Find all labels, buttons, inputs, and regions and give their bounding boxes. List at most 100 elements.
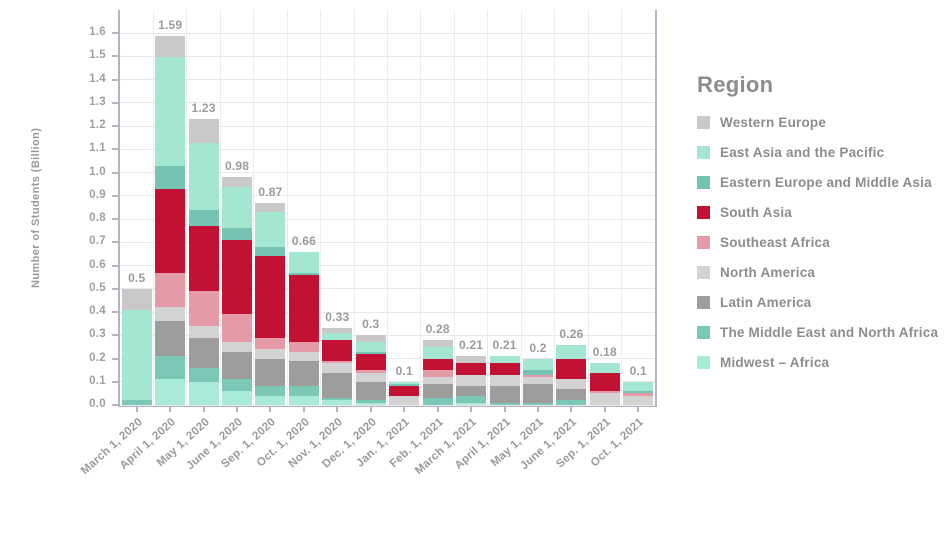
bar-segment[interactable] xyxy=(355,372,386,382)
bar-segment[interactable] xyxy=(489,386,520,403)
bar-segment[interactable] xyxy=(288,342,319,352)
legend-item[interactable]: Latin America xyxy=(697,295,938,310)
bar-segment[interactable] xyxy=(222,177,253,187)
bar-segment[interactable] xyxy=(522,358,553,371)
bar-segment[interactable] xyxy=(255,337,286,350)
bar-segment[interactable] xyxy=(389,381,420,385)
bar-segment[interactable] xyxy=(589,391,620,394)
bar-segment[interactable] xyxy=(288,274,319,343)
bar-segment[interactable] xyxy=(489,402,520,405)
bar-segment[interactable] xyxy=(556,379,587,389)
bar-segment[interactable] xyxy=(322,400,353,405)
bar-segment[interactable] xyxy=(389,395,420,405)
legend-item[interactable]: The Middle East and North Africa xyxy=(697,325,938,340)
bar-segment[interactable] xyxy=(589,363,620,373)
bar-segment[interactable] xyxy=(188,326,219,338)
bar-segment[interactable] xyxy=(222,240,253,315)
bar-segment[interactable] xyxy=(288,251,319,273)
bar-segment[interactable] xyxy=(255,202,286,213)
legend-item[interactable]: East Asia and the Pacific xyxy=(697,145,938,160)
bar-segment[interactable] xyxy=(355,402,386,405)
bar-segment[interactable] xyxy=(255,349,286,359)
legend-item[interactable]: Southeast Africa xyxy=(697,235,938,250)
bar-segment[interactable] xyxy=(255,256,286,338)
bar-segment[interactable] xyxy=(322,340,353,361)
bar-segment[interactable] xyxy=(522,384,553,403)
bar-segment[interactable] xyxy=(522,402,553,405)
bar-segment[interactable] xyxy=(456,363,487,375)
bar-segment[interactable] xyxy=(222,186,253,229)
bar-segment[interactable] xyxy=(188,119,219,143)
bar-segment[interactable] xyxy=(355,335,386,343)
bar-segment[interactable] xyxy=(422,384,453,399)
bar-segment[interactable] xyxy=(589,372,620,392)
bar-segment[interactable] xyxy=(222,351,253,380)
bar-segment[interactable] xyxy=(456,402,487,405)
bar-segment[interactable] xyxy=(155,272,186,308)
bar-segment[interactable] xyxy=(255,395,286,405)
bar-segment[interactable] xyxy=(222,228,253,241)
bar-segment[interactable] xyxy=(188,209,219,227)
bar-segment[interactable] xyxy=(489,356,520,364)
bar-segment[interactable] xyxy=(288,272,319,275)
bar-segment[interactable] xyxy=(322,398,353,401)
bar-segment[interactable] xyxy=(121,288,152,310)
legend-item[interactable]: South Asia xyxy=(697,205,938,220)
bar-segment[interactable] xyxy=(489,374,520,387)
bar-segment[interactable] xyxy=(121,400,152,405)
bar-segment[interactable] xyxy=(556,344,587,359)
bar-segment[interactable] xyxy=(155,188,186,273)
bar-segment[interactable] xyxy=(255,386,286,396)
bar-segment[interactable] xyxy=(522,370,553,375)
legend-item[interactable]: Eastern Europe and Middle Asia xyxy=(697,175,938,190)
bar-segment[interactable] xyxy=(288,386,319,396)
bar-segment[interactable] xyxy=(522,377,553,385)
bar-segment[interactable] xyxy=(188,381,219,405)
bar-segment[interactable] xyxy=(389,386,420,396)
bar-segment[interactable] xyxy=(623,381,654,392)
bar-segment[interactable] xyxy=(155,307,186,322)
bar-segment[interactable] xyxy=(422,370,453,378)
bar-segment[interactable] xyxy=(422,346,453,359)
bar-segment[interactable] xyxy=(222,379,253,392)
bar-segment[interactable] xyxy=(556,388,587,401)
bar-segment[interactable] xyxy=(355,370,386,373)
bar-segment[interactable] xyxy=(456,395,487,403)
bar-segment[interactable] xyxy=(456,386,487,396)
bar-segment[interactable] xyxy=(456,356,487,364)
bar-segment[interactable] xyxy=(623,393,654,396)
bar-segment[interactable] xyxy=(155,56,186,166)
bar-segment[interactable] xyxy=(155,165,186,189)
bar-segment[interactable] xyxy=(389,384,420,387)
legend-item[interactable]: Western Europe xyxy=(697,115,938,130)
bar-segment[interactable] xyxy=(322,363,353,373)
bar-segment[interactable] xyxy=(288,395,319,405)
bar-segment[interactable] xyxy=(288,360,319,387)
bar-segment[interactable] xyxy=(155,356,186,380)
bar-segment[interactable] xyxy=(222,342,253,352)
bar-segment[interactable] xyxy=(155,379,186,405)
bar-segment[interactable] xyxy=(322,328,353,334)
legend-item[interactable]: Midwest – Africa xyxy=(697,355,938,370)
bar-segment[interactable] xyxy=(422,398,453,405)
bar-segment[interactable] xyxy=(623,391,654,394)
bar-segment[interactable] xyxy=(222,314,253,343)
bar-segment[interactable] xyxy=(188,226,219,292)
legend-item[interactable]: North America xyxy=(697,265,938,280)
bar-segment[interactable] xyxy=(322,333,353,340)
bar-segment[interactable] xyxy=(589,393,620,405)
bar-segment[interactable] xyxy=(623,395,654,405)
bar-segment[interactable] xyxy=(255,212,286,248)
bar-segment[interactable] xyxy=(188,337,219,368)
bar-segment[interactable] xyxy=(188,291,219,327)
bar-segment[interactable] xyxy=(355,400,386,403)
bar-segment[interactable] xyxy=(456,374,487,387)
bar-segment[interactable] xyxy=(322,372,353,399)
bar-segment[interactable] xyxy=(489,363,520,375)
bar-segment[interactable] xyxy=(422,339,453,347)
bar-segment[interactable] xyxy=(355,351,386,354)
bar-segment[interactable] xyxy=(355,353,386,371)
bar-segment[interactable] xyxy=(522,374,553,378)
bar-segment[interactable] xyxy=(288,351,319,361)
bar-segment[interactable] xyxy=(556,358,587,380)
